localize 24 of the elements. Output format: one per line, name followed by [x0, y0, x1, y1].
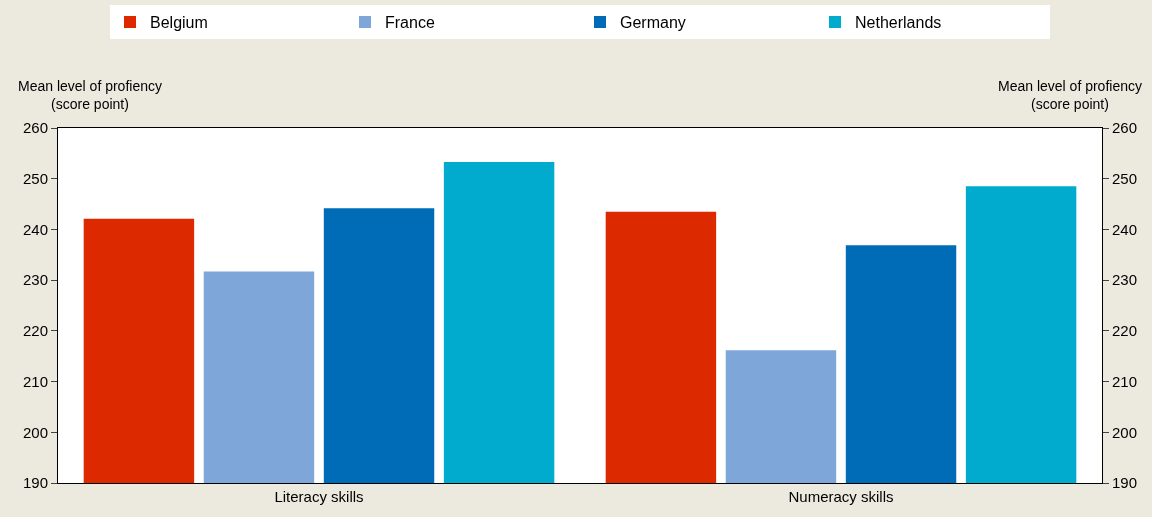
- y2-tick-label: 190: [1112, 474, 1138, 492]
- y-tick-label: 240: [22, 220, 48, 238]
- legend-label: France: [385, 14, 435, 32]
- y2-tick-label: 210: [1112, 372, 1138, 390]
- y-axis-title: Mean level of profiency (score point): [18, 78, 162, 113]
- legend-label: Belgium: [150, 14, 208, 32]
- x-tick-label: Numeracy skills: [788, 488, 894, 505]
- y2-tick-label: 250: [1112, 169, 1138, 187]
- y-tick-label: 260: [22, 119, 48, 137]
- y-tick-label: 210: [22, 372, 48, 390]
- x-tick-label: Literacy skills: [274, 488, 364, 505]
- y2-tick-label: 220: [1112, 322, 1138, 340]
- y-tick-label: 230: [22, 271, 48, 289]
- y-tick-label: 200: [22, 423, 48, 441]
- y-tick-label: 250: [22, 169, 48, 187]
- y2-tick-label: 260: [1112, 119, 1138, 137]
- legend-label: Netherlands: [855, 14, 942, 32]
- y-tick-label: 220: [22, 322, 48, 340]
- y2-tick-label: 200: [1112, 423, 1138, 441]
- y2-tick-label: 230: [1112, 271, 1138, 289]
- y2-axis-title: Mean level of profiency (score point): [998, 78, 1142, 113]
- legend-label: Germany: [620, 14, 686, 32]
- y2-tick-label: 240: [1112, 220, 1138, 238]
- y-tick-label: 190: [22, 474, 48, 492]
